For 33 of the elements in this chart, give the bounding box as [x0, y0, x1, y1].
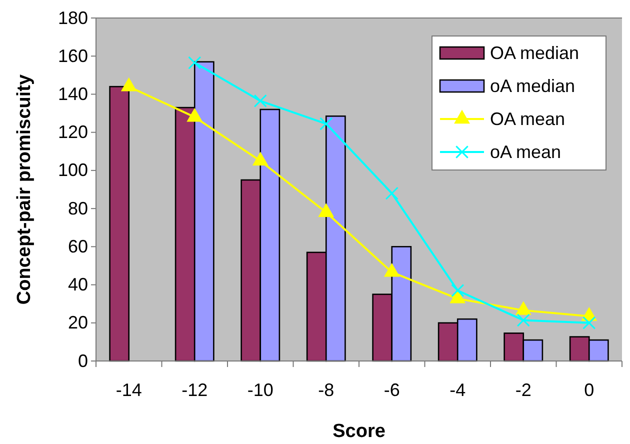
y-tick-label: 120 — [58, 122, 88, 142]
point — [515, 301, 532, 315]
bar — [109, 86, 130, 362]
y-tick-label: 40 — [68, 274, 88, 295]
y-axis-title: Concept-pair promiscuity — [14, 74, 35, 305]
legend-label: oA median — [490, 76, 576, 96]
y-tick-label: 80 — [68, 198, 88, 218]
x-tick-label: -6 — [384, 380, 400, 400]
x-tick-label: 0 — [584, 380, 594, 400]
x-tick-label: -10 — [247, 380, 274, 400]
point — [384, 263, 400, 277]
point — [318, 203, 334, 217]
y-tick-label: 60 — [68, 236, 88, 256]
x-axis-title: Score — [332, 421, 386, 442]
y-tick-label: 0 — [78, 350, 88, 371]
point — [385, 186, 398, 200]
y-tick-label: 20 — [68, 312, 88, 333]
point — [320, 117, 333, 130]
legend-label: OA median — [490, 43, 580, 63]
x-tick-label: -12 — [182, 380, 208, 400]
point — [188, 56, 202, 70]
legend-label: OA mean — [490, 109, 566, 129]
x-tick-label: -14 — [116, 380, 142, 400]
point — [254, 94, 267, 108]
y-tick-label: 160 — [58, 46, 88, 66]
y-tick-label: 100 — [58, 160, 88, 180]
x-tick-label: -2 — [515, 380, 532, 400]
x-tick-label: -4 — [450, 380, 466, 400]
y-tick-label: 180 — [58, 8, 88, 28]
y-tick-label: 140 — [58, 84, 88, 104]
point — [252, 152, 268, 166]
x-tick-label: -8 — [318, 380, 334, 400]
legend-label: oA mean — [490, 142, 562, 162]
